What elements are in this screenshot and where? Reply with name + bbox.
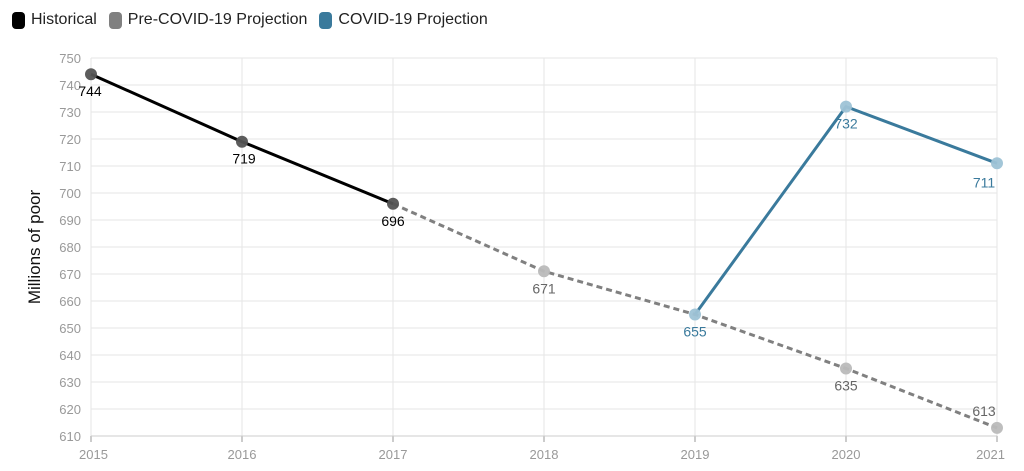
legend-swatch bbox=[319, 11, 333, 29]
y-tick-label: 700 bbox=[59, 186, 81, 201]
y-tick-label: 620 bbox=[59, 402, 81, 417]
x-tick-label: 2017 bbox=[379, 447, 408, 462]
data-point bbox=[840, 100, 852, 113]
data-label: 613 bbox=[972, 403, 996, 419]
legend-item-1[interactable]: Pre-COVID-19 Projection bbox=[108, 11, 308, 29]
x-tick-label: 2016 bbox=[228, 447, 257, 462]
data-point bbox=[85, 68, 97, 81]
data-point bbox=[689, 308, 701, 321]
data-point bbox=[387, 197, 399, 210]
data-label: 711 bbox=[973, 174, 996, 190]
y-tick-label: 680 bbox=[59, 240, 81, 255]
y-tick-label: 720 bbox=[59, 132, 81, 147]
data-point bbox=[991, 157, 1003, 170]
legend-label: Historical bbox=[31, 11, 97, 28]
y-tick-label: 740 bbox=[59, 78, 81, 93]
legend-item-0[interactable]: Historical bbox=[12, 11, 97, 29]
x-tick-label: 2015 bbox=[79, 447, 108, 462]
data-label: 696 bbox=[381, 213, 405, 229]
y-tick-label: 630 bbox=[59, 375, 81, 390]
legend-swatch bbox=[108, 11, 122, 29]
data-label: 744 bbox=[78, 83, 102, 99]
y-tick-label: 730 bbox=[59, 105, 81, 120]
legend: Historical Pre-COVID-19 Projection COVID-1… bbox=[12, 8, 500, 32]
data-point bbox=[538, 265, 550, 278]
x-tick-label: 2018 bbox=[530, 447, 559, 462]
legend-item-2[interactable]: COVID-19 Projection bbox=[319, 11, 488, 29]
legend-label: COVID-19 Projection bbox=[338, 11, 488, 28]
legend-swatch bbox=[12, 11, 25, 29]
data-label: 635 bbox=[834, 378, 858, 394]
data-point bbox=[840, 362, 852, 375]
y-tick-label: 660 bbox=[59, 294, 81, 309]
y-tick-label: 610 bbox=[59, 429, 81, 444]
y-tick-label: 640 bbox=[59, 348, 81, 363]
x-tick-label: 2021 bbox=[976, 447, 1005, 462]
data-label: 655 bbox=[683, 324, 707, 340]
data-label: 719 bbox=[232, 151, 256, 167]
y-axis-title: Millions of poor bbox=[25, 189, 44, 304]
data-label: 732 bbox=[834, 116, 858, 132]
y-tick-label: 690 bbox=[59, 213, 81, 228]
data-point bbox=[991, 421, 1003, 434]
x-tick-label: 2019 bbox=[681, 447, 710, 462]
data-point bbox=[236, 135, 248, 148]
legend-label: Pre-COVID-19 Projection bbox=[127, 11, 308, 28]
y-tick-label: 750 bbox=[59, 51, 81, 66]
x-tick-label: 2020 bbox=[832, 447, 861, 462]
y-tick-label: 670 bbox=[59, 267, 81, 282]
y-tick-label: 710 bbox=[59, 159, 81, 174]
y-tick-label: 650 bbox=[59, 321, 81, 336]
data-label: 671 bbox=[532, 280, 556, 296]
